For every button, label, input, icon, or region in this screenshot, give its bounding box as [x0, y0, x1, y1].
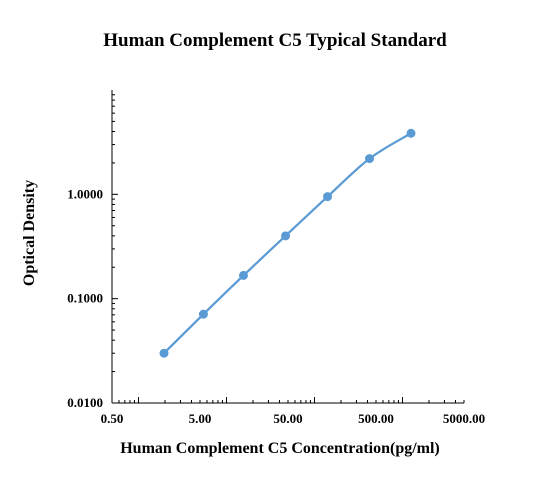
data-point: [159, 348, 169, 358]
y-tick-label: 0.0100: [67, 395, 103, 410]
x-tick-label: 5.00: [189, 411, 212, 426]
x-axis-title: Human Complement C5 Concentration(pg/ml): [120, 440, 440, 457]
y-tick-label: 0.1000: [67, 291, 103, 306]
data-point: [323, 192, 333, 202]
x-tick-label: 5000.00: [443, 411, 485, 426]
data-point: [406, 128, 416, 138]
x-tick-label: 0.50: [101, 411, 124, 426]
data-point: [238, 270, 248, 280]
data-point: [365, 154, 375, 164]
x-tick-label: 50.00: [273, 411, 302, 426]
chart-title: Human Complement C5 Typical Standard: [103, 30, 447, 51]
x-tick-label: 500.00: [358, 411, 394, 426]
series-line: [163, 132, 412, 355]
data-point: [281, 231, 291, 241]
y-tick-label: 1.0000: [67, 186, 103, 201]
data-point: [198, 309, 208, 319]
